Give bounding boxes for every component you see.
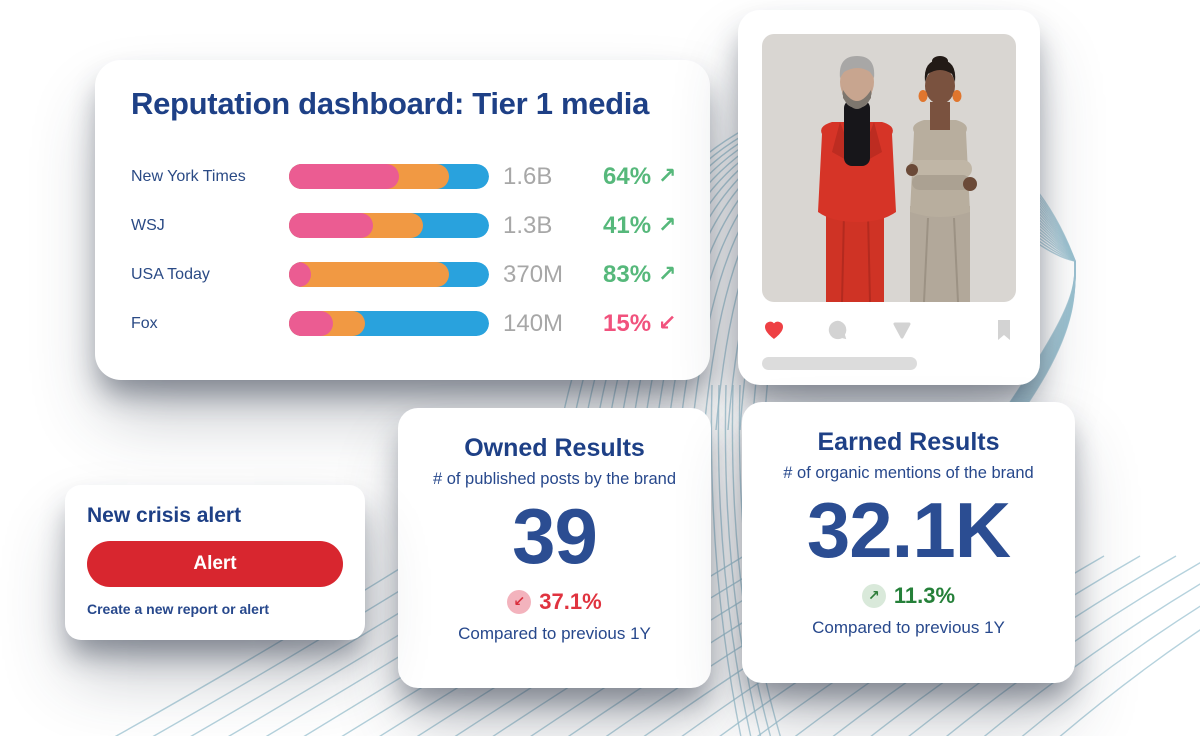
trend-arrow-icon: ↗	[868, 588, 880, 604]
media-row: WSJ 1.3B 41% ↗	[131, 201, 676, 250]
stacked-bar	[289, 164, 489, 189]
trend-circle-icon: ↙	[507, 590, 532, 614]
bar-segment-pink	[289, 213, 373, 238]
change-percent: 83% ↗	[603, 261, 676, 289]
reach-value: 140M	[503, 309, 564, 337]
woman-figure	[906, 56, 977, 302]
bar-segment-orange	[289, 262, 449, 287]
trend-circle-icon: ↗	[861, 584, 886, 608]
bar-segment-pink	[289, 262, 311, 287]
owned-delta-badge: ↙ 37.1%	[398, 589, 711, 615]
earned-compare-label: Compared to previous 1Y	[812, 618, 1005, 637]
trend-arrow-icon: ↗	[658, 164, 677, 189]
change-percent-value: 15%	[603, 309, 652, 337]
owned-value: 39	[512, 492, 598, 580]
change-percent: 41% ↗	[603, 212, 676, 240]
trend-arrow-icon: ↗	[658, 213, 677, 238]
reach-value: 370M	[503, 260, 564, 288]
earned-value: 32.1K	[806, 486, 1011, 574]
bookmark-icon[interactable]	[992, 318, 1016, 342]
owned-subtitle: # of published posts by the brand	[432, 470, 677, 488]
share-icon[interactable]	[890, 318, 914, 342]
post-actions-row	[762, 318, 1016, 342]
media-outlet-label: Fox	[131, 314, 158, 332]
post-photo	[762, 34, 1016, 302]
media-outlet-label: USA Today	[131, 265, 210, 283]
stacked-bar	[289, 213, 489, 238]
media-outlet-label: WSJ	[131, 216, 165, 234]
owned-delta-value: 37.1%	[539, 589, 602, 614]
like-heart-icon[interactable]	[762, 318, 786, 342]
change-percent: 15% ↙	[603, 310, 676, 338]
comment-bubble-icon[interactable]	[826, 318, 850, 342]
media-row: Fox 140M 15% ↙	[131, 299, 676, 348]
media-row: New York Times 1.6B 64% ↗	[131, 152, 676, 201]
reputation-dashboard-card: Reputation dashboard: Tier 1 media New Y…	[95, 60, 710, 380]
crisis-title: New crisis alert	[87, 504, 242, 527]
earned-title: Earned Results	[817, 428, 1000, 456]
reputation-title: Reputation dashboard: Tier 1 media	[131, 86, 650, 121]
media-rows: New York Times 1.6B 64% ↗ WSJ 1.3B 41% ↗…	[131, 152, 676, 348]
earned-delta-value: 11.3%	[893, 583, 956, 608]
reach-value: 1.3B	[503, 211, 553, 239]
bar-segment-pink	[289, 164, 399, 189]
man-figure	[818, 56, 896, 302]
caption-placeholder-bar	[762, 357, 917, 370]
crisis-caption: Create a new report or alert	[87, 601, 270, 617]
change-percent-value: 64%	[603, 162, 652, 190]
owned-compare-label: Compared to previous 1Y	[458, 624, 651, 643]
trend-arrow-icon: ↗	[658, 262, 677, 287]
crisis-alert-card: New crisis alert Alert Create a new repo…	[65, 485, 365, 640]
change-percent-value: 41%	[603, 211, 652, 239]
alert-button[interactable]: Alert	[87, 541, 343, 587]
reach-value: 1.6B	[503, 162, 553, 190]
media-outlet-label: New York Times	[131, 167, 246, 185]
social-post-card	[738, 10, 1040, 385]
stacked-bar	[289, 311, 489, 336]
earned-results-card: Earned Results # of organic mentions of …	[742, 402, 1075, 683]
stacked-bar	[289, 262, 489, 287]
trend-arrow-icon: ↙	[658, 311, 677, 336]
trend-arrow-icon: ↙	[513, 594, 526, 610]
media-row: USA Today 370M 83% ↗	[131, 250, 676, 299]
owned-title: Owned Results	[464, 434, 645, 462]
earned-subtitle: # of organic mentions of the brand	[783, 464, 1034, 482]
owned-results-card: Owned Results # of published posts by th…	[398, 408, 711, 688]
change-percent-value: 83%	[603, 260, 652, 288]
bar-segment-pink	[289, 311, 333, 336]
change-percent: 64% ↗	[603, 163, 676, 191]
earned-delta-badge: ↗ 11.3%	[742, 583, 1075, 609]
